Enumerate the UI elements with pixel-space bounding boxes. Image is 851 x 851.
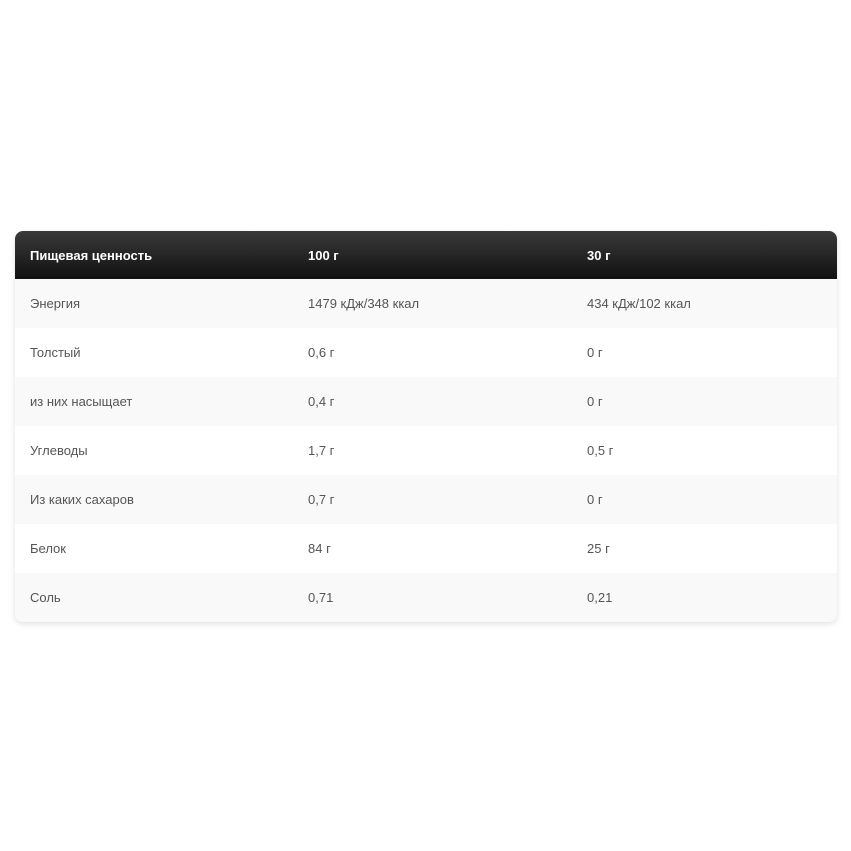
nutrient-name: Углеводы (30, 443, 88, 458)
value-100g: 0,4 г (308, 394, 335, 409)
value-30g: 0 г (587, 492, 603, 507)
table-row: Энергия 1479 кДж/348 ккал 434 кДж/102 ккал (15, 279, 837, 328)
value-30g: 0 г (587, 345, 603, 360)
header-100g: 100 г (308, 247, 339, 263)
table-row: Углеводы 1,7 г 0,5 г (15, 426, 837, 475)
nutrient-name: Соль (30, 590, 61, 605)
nutrition-table: Пищевая ценность 100 г 30 г Энергия 1479 … (15, 231, 837, 622)
value-30g: 434 кДж/102 ккал (587, 296, 691, 311)
value-30g: 0 г (587, 394, 603, 409)
value-30g: 0,5 г (587, 443, 614, 458)
value-100g: 1479 кДж/348 ккал (308, 296, 420, 311)
table-row: Соль 0,71 0,21 (15, 573, 837, 622)
header-nutrient: Пищевая ценность (30, 247, 153, 263)
value-100g: 0,7 г (308, 492, 335, 507)
header-30g: 30 г (587, 247, 611, 263)
value-30g: 0,21 (587, 590, 613, 605)
table-row: из них насыщает 0,4 г 0 г (15, 377, 837, 426)
value-30g: 25 г (587, 541, 610, 556)
nutrient-name: из них насыщает (30, 394, 133, 409)
table-header: Пищевая ценность 100 г 30 г (15, 231, 837, 279)
table-row: Из каких сахаров 0,7 г 0 г (15, 475, 837, 524)
value-100g: 0,6 г (308, 345, 335, 360)
value-100g: 84 г (308, 541, 331, 556)
table-row: Толстый 0,6 г 0 г (15, 328, 837, 377)
table-row: Белок 84 г 25 г (15, 524, 837, 573)
nutrient-name: Белок (30, 541, 66, 556)
nutrient-name: Толстый (30, 345, 81, 360)
nutrient-name: Энергия (30, 296, 81, 311)
value-100g: 0,71 (308, 590, 334, 605)
value-100g: 1,7 г (308, 443, 335, 458)
nutrient-name: Из каких сахаров (30, 492, 134, 507)
